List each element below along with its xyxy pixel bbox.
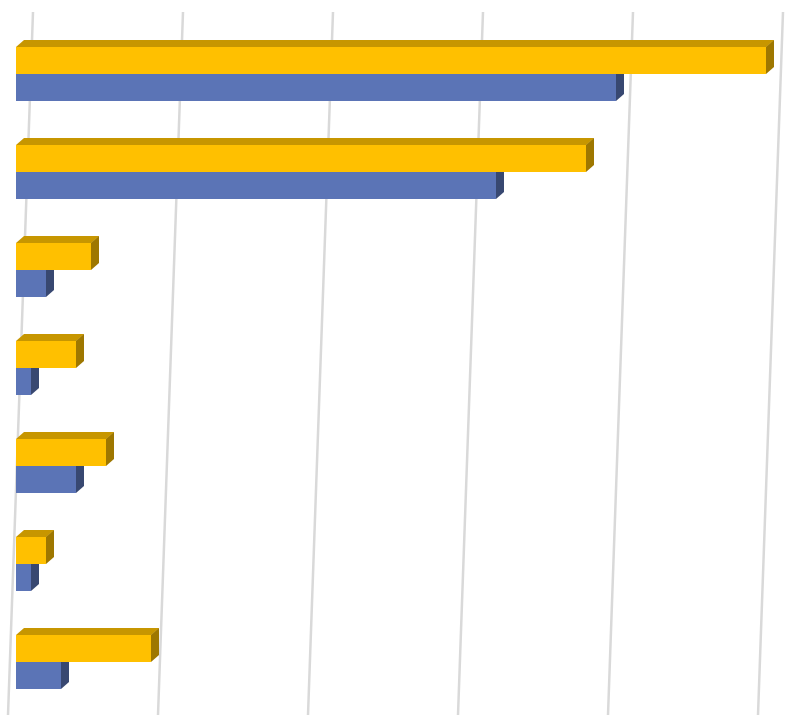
bar-top	[16, 334, 84, 341]
bar-side	[46, 263, 54, 297]
bar-side	[61, 655, 69, 689]
bar-top	[16, 40, 774, 47]
bar	[16, 270, 46, 297]
bar-top	[16, 138, 594, 145]
bar	[16, 368, 31, 395]
bar-side	[76, 459, 84, 493]
bar-side	[46, 530, 54, 564]
grid-line	[456, 11, 485, 716]
bar-top	[16, 236, 99, 243]
bar	[16, 145, 586, 172]
bar	[16, 172, 496, 199]
bar	[16, 662, 61, 689]
bar-side	[616, 67, 624, 101]
bar	[16, 537, 46, 564]
bar-side	[496, 165, 504, 199]
bar	[16, 466, 76, 493]
bar	[16, 74, 616, 101]
grid-line	[156, 11, 185, 716]
grid-line	[606, 11, 635, 716]
bar-side	[151, 628, 159, 662]
bar	[16, 635, 151, 662]
bar-side	[31, 557, 39, 591]
bar-side	[106, 432, 114, 466]
bar-top	[16, 530, 54, 537]
bar-side	[31, 361, 39, 395]
bar-top	[16, 628, 159, 635]
bar-side	[91, 236, 99, 270]
bar-top	[16, 432, 114, 439]
bar-side	[76, 334, 84, 368]
bar	[16, 243, 91, 270]
bar-side	[586, 138, 594, 172]
bar	[16, 47, 766, 74]
bar	[16, 439, 106, 466]
bar-side	[766, 40, 774, 74]
grid-line	[306, 11, 335, 716]
bar	[16, 564, 31, 591]
bar	[16, 341, 76, 368]
grid-line	[756, 11, 785, 716]
